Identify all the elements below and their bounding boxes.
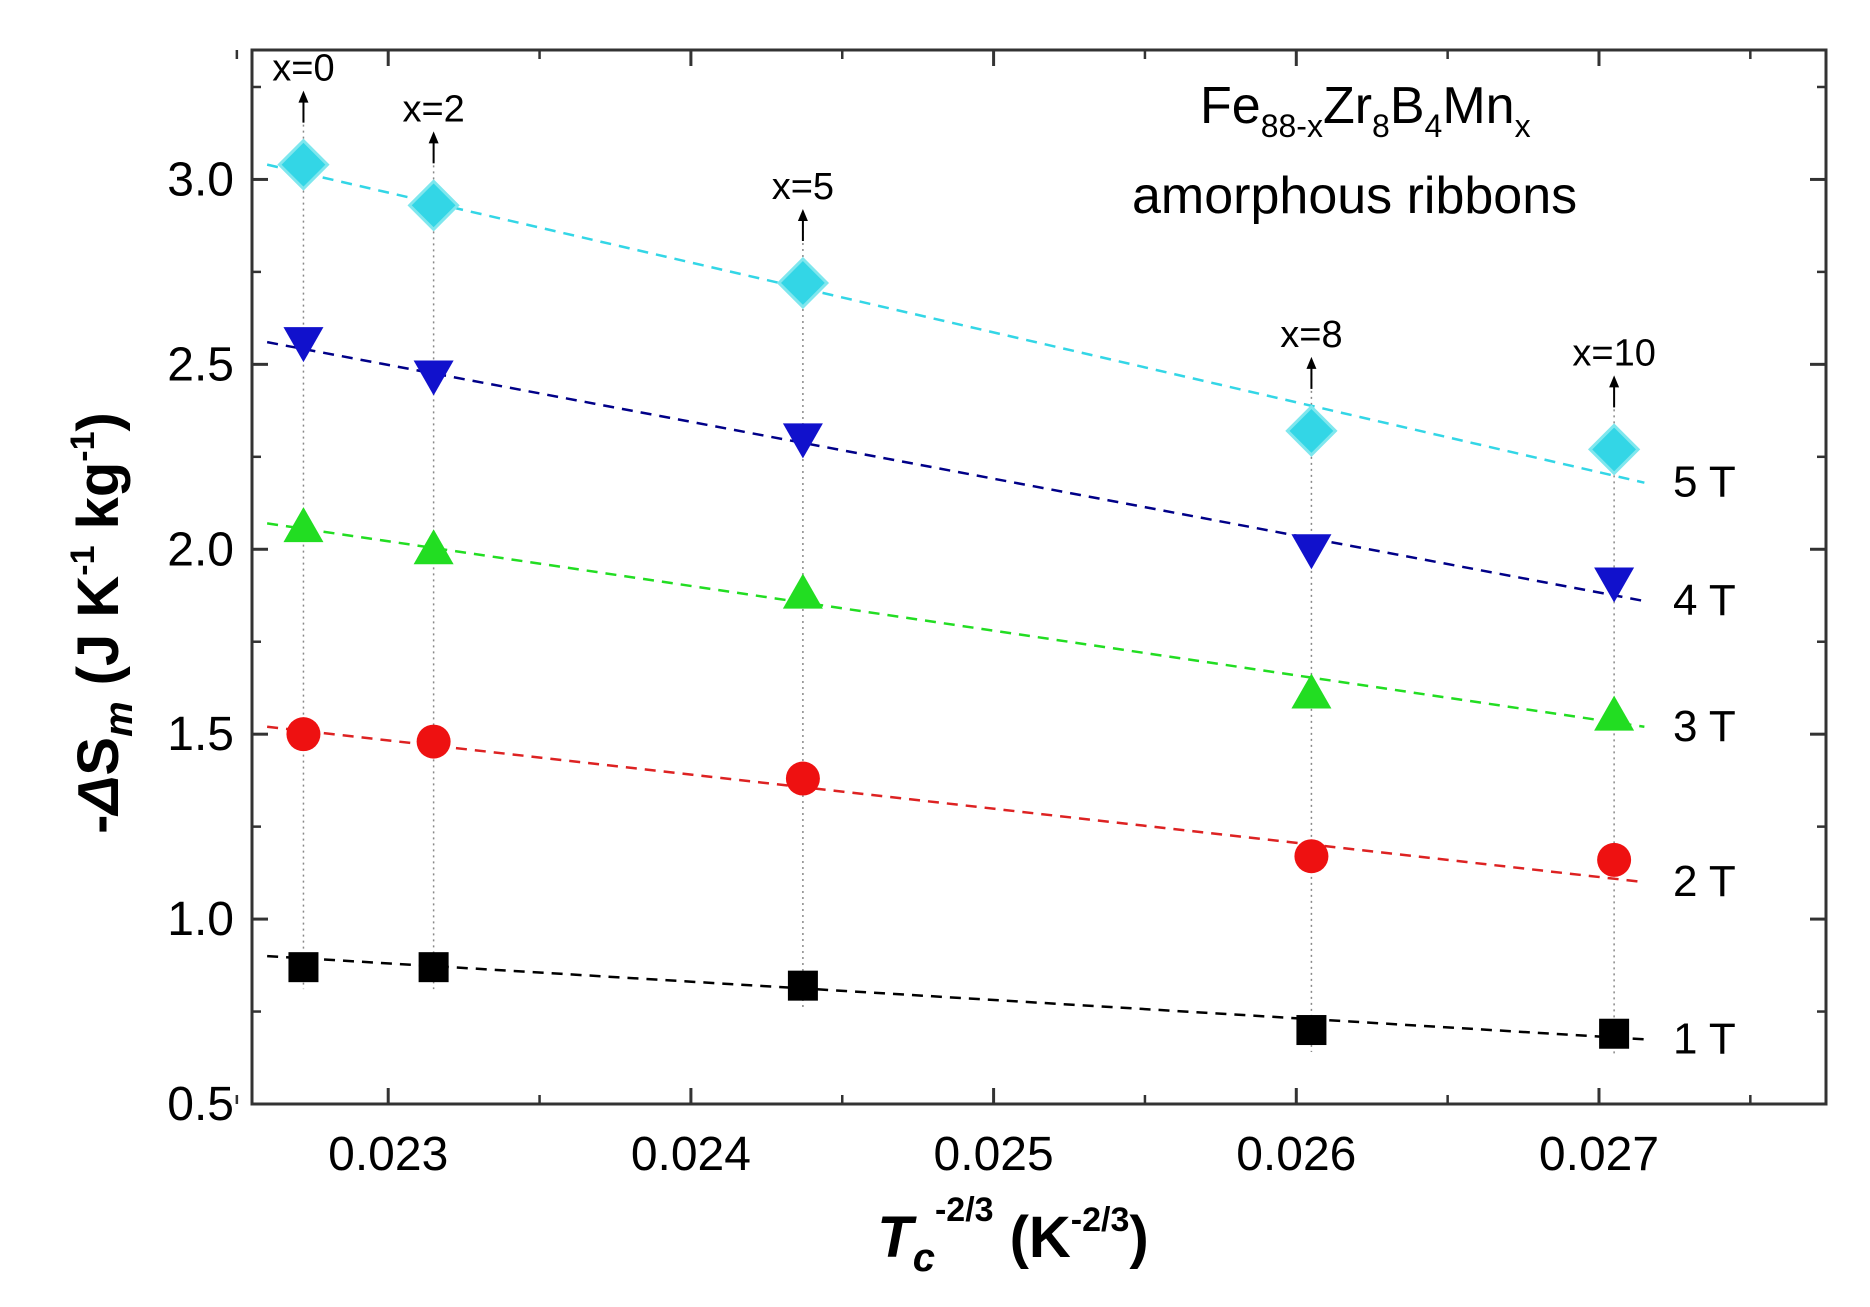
data-markers [277, 138, 1641, 1049]
composition-label: x=10 [1572, 332, 1655, 374]
y-tick-label: 1.5 [167, 708, 234, 761]
field-label-4t: 4 T [1673, 576, 1736, 625]
composition-annotations: x=0 x=2 x=5 x=8 x=10 [272, 48, 1656, 408]
marker-2t [416, 724, 451, 759]
chart-title-formula: Fe88-xZr8B4Mnx [1200, 77, 1531, 144]
marker-1t [288, 952, 319, 983]
axes: 0.023 0.024 0.025 0.026 0.027 0.5 1.0 1.5 2.0 2.5… [167, 48, 1828, 1181]
chart-subtitle: amorphous ribbons [1132, 167, 1577, 225]
marker-1t [1599, 1018, 1630, 1049]
marker-4t [413, 360, 454, 396]
composition-label: x=8 [1280, 314, 1342, 356]
marker-4t [1594, 567, 1635, 603]
marker-3t [413, 529, 454, 565]
composition-label: x=2 [402, 88, 464, 130]
y-tick-label: 0.5 [167, 1078, 234, 1131]
y-tick-label: 1.0 [167, 893, 234, 946]
marker-1t [1296, 1015, 1327, 1046]
marker-5t [277, 138, 330, 191]
marker-2t [286, 717, 321, 752]
chart-title: Fe88-xZr8B4Mnx amorphous ribbons [1132, 77, 1577, 225]
y-tick-label: 3.0 [167, 153, 234, 206]
marker-3t [1594, 695, 1635, 731]
fit-line-4t [266, 340, 1645, 603]
fit-line-3t [266, 522, 1645, 729]
marker-2t [785, 761, 820, 796]
x-tick-label: 0.027 [1539, 1128, 1659, 1181]
annotation-arrow-head [1609, 375, 1620, 388]
annotation-arrow-head [1306, 356, 1317, 369]
marker-5t [776, 256, 830, 310]
composition-label: x=5 [772, 166, 834, 208]
marker-4t [782, 423, 823, 459]
marker-3t [1291, 673, 1332, 709]
marker-2t [1294, 839, 1329, 874]
fit-line-1t [267, 954, 1645, 1041]
marker-3t [782, 573, 823, 609]
composition-label: x=0 [272, 48, 334, 90]
field-labels: 1 T 2 T 3 T 4 T 5 T [1673, 458, 1736, 1064]
field-label-3t: 3 T [1673, 702, 1736, 751]
marker-4t [283, 327, 324, 363]
annotation-arrow-head [797, 208, 808, 221]
marker-1t [418, 952, 449, 983]
fit-line-5t [266, 163, 1645, 484]
fit-lines [266, 163, 1645, 1041]
marker-5t [407, 179, 460, 232]
x-tick-label: 0.025 [934, 1128, 1054, 1181]
fit-line-2t [266, 725, 1645, 884]
plot-frame [250, 48, 1828, 1106]
marker-5t [1587, 423, 1641, 476]
marker-3t [283, 507, 324, 543]
field-label-5t: 5 T [1673, 458, 1736, 507]
y-tick-label: 2.0 [167, 523, 234, 576]
marker-1t [787, 970, 818, 1001]
field-label-1t: 1 T [1673, 1014, 1736, 1063]
composition-guide-lines [302, 106, 1615, 1056]
y-tick-label: 2.5 [167, 338, 234, 391]
marker-2t [1597, 842, 1632, 877]
marker-5t [1285, 404, 1338, 458]
marker-4t [1291, 534, 1332, 570]
x-tick-label: 0.023 [328, 1128, 448, 1181]
annotation-arrow-head [428, 131, 439, 144]
field-label-2t: 2 T [1673, 857, 1736, 906]
y-axis-title: -ΔSm(J K-1 kg-1) [64, 412, 141, 834]
x-tick-label: 0.026 [1236, 1128, 1356, 1181]
x-axis-title: Tc-2/3 (K-2/3) [877, 1191, 1148, 1280]
annotation-arrow-head [298, 90, 309, 103]
x-tick-label: 0.024 [631, 1128, 751, 1181]
